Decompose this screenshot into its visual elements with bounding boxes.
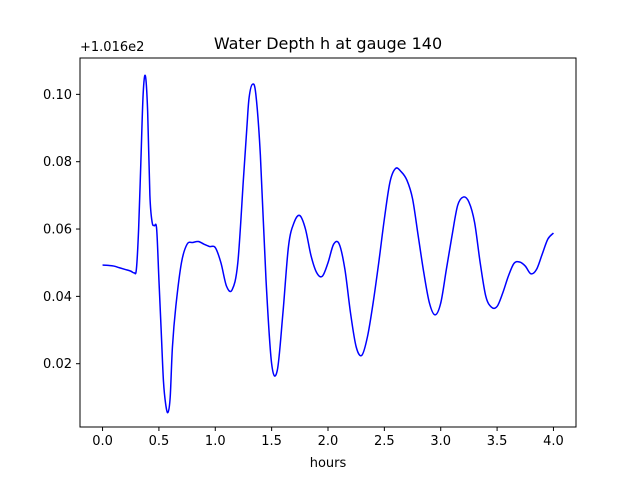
chart-title: Water Depth h at gauge 140 (214, 34, 442, 53)
x-axis-label: hours (310, 456, 347, 471)
x-tick-label: 3.0 (430, 434, 451, 449)
plot-area (102, 74, 555, 414)
y-tick-label: 0.04 (43, 290, 72, 305)
y-tick-label: 0.02 (43, 357, 72, 372)
x-tick-label: 0.0 (92, 434, 113, 449)
x-tick-label: 2.0 (318, 434, 339, 449)
x-tick-label: 1.0 (205, 434, 226, 449)
y-axis-offset-label: +1.016e2 (80, 40, 144, 55)
x-tick-label: 2.5 (374, 434, 395, 449)
y-tick-label: 0.08 (43, 155, 72, 170)
x-tick-label: 1.5 (261, 434, 282, 449)
series-line-0 (102, 74, 555, 414)
plot-frame (79, 57, 577, 428)
x-tick-label: 4.0 (543, 434, 564, 449)
y-tick-label: 0.10 (43, 88, 72, 103)
y-tick-label: 0.06 (43, 223, 72, 238)
x-axis: 0.0 0.5 1.0 1.5 2.0 2.5 3.0 3.5 4.0 (92, 427, 564, 449)
x-tick-label: 0.5 (149, 434, 170, 449)
y-axis: 0.02 0.04 0.06 0.08 0.10 (43, 88, 80, 372)
x-tick-label: 3.5 (487, 434, 508, 449)
